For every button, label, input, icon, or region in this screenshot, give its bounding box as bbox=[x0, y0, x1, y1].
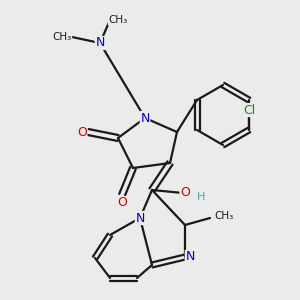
Text: O: O bbox=[77, 125, 87, 139]
Text: O: O bbox=[180, 187, 190, 200]
Text: CH₃: CH₃ bbox=[214, 211, 234, 221]
Text: N: N bbox=[135, 212, 145, 224]
Text: CH₃: CH₃ bbox=[108, 15, 128, 25]
Text: H: H bbox=[197, 192, 205, 202]
Text: N: N bbox=[95, 37, 105, 50]
Text: Cl: Cl bbox=[243, 103, 255, 116]
Text: CH₃: CH₃ bbox=[52, 32, 72, 42]
Text: N: N bbox=[185, 250, 195, 263]
Text: O: O bbox=[117, 196, 127, 209]
Text: N: N bbox=[140, 112, 150, 124]
